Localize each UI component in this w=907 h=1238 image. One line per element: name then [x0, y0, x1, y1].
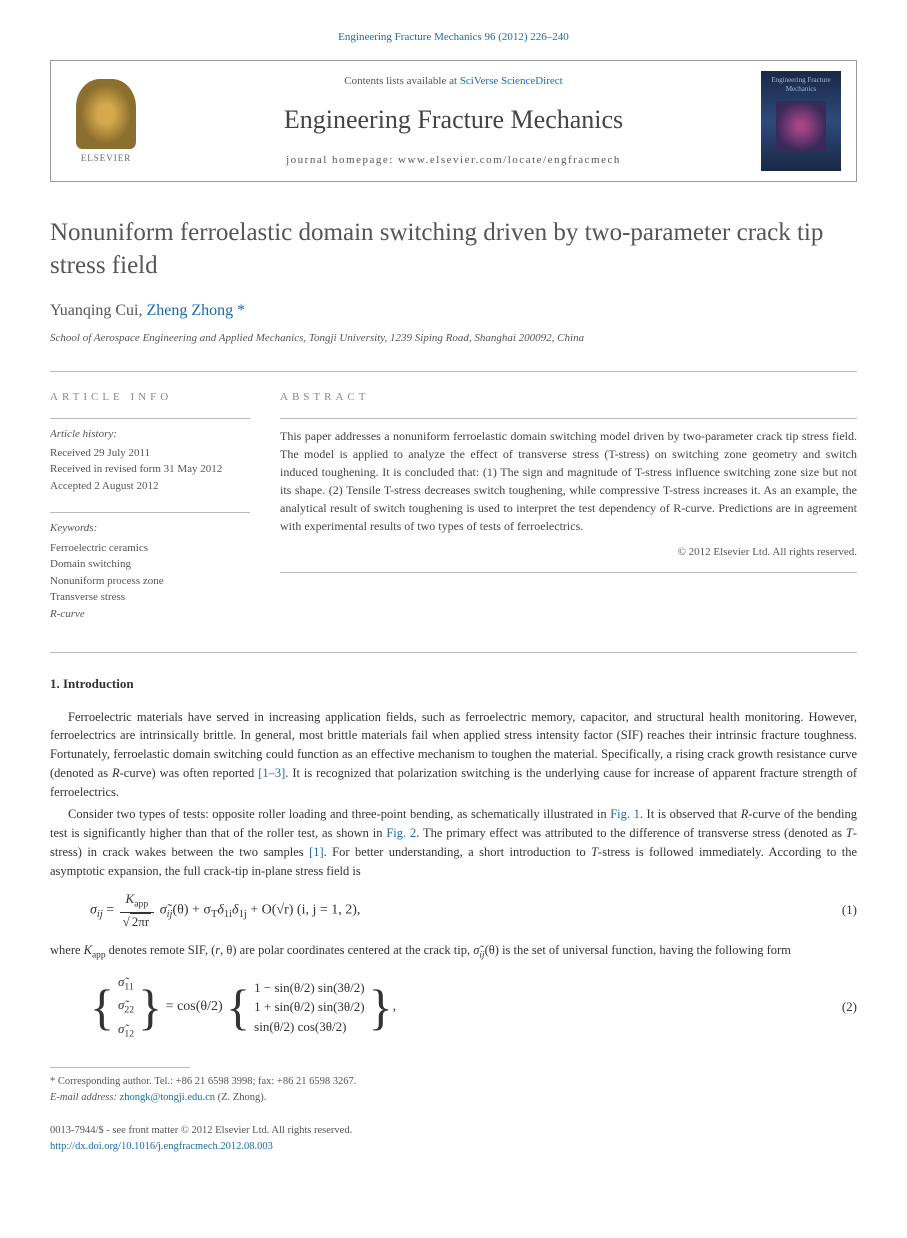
article-info-column: ARTICLE INFO Article history: Received 2…	[50, 390, 250, 622]
cover-image-icon	[776, 101, 826, 151]
affiliation: School of Aerospace Engineering and Appl…	[50, 331, 857, 346]
divider	[50, 512, 250, 513]
abstract-heading: ABSTRACT	[280, 390, 857, 405]
elsevier-tree-icon	[76, 79, 136, 149]
abstract-copyright: © 2012 Elsevier Ltd. All rights reserved…	[280, 545, 857, 560]
corresponding-author-footnote: * Corresponding author. Tel.: +86 21 659…	[50, 1074, 857, 1090]
journal-homepage-line: journal homepage: www.elsevier.com/locat…	[156, 153, 751, 168]
equation-2-body: { σ̃11 σ̃22 σ̃12 } = cos(θ/2) { 1 − sin(…	[90, 972, 822, 1042]
email-footnote: E-mail address: zhongk@tongji.edu.cn (Z.…	[50, 1090, 857, 1106]
elsevier-logo: ELSEVIER	[66, 71, 146, 171]
keyword: Nonuniform process zone	[50, 573, 250, 590]
equation-2: { σ̃11 σ̃22 σ̃12 } = cos(θ/2) { 1 − sin(…	[90, 972, 857, 1042]
corresponding-asterisk: *	[233, 302, 245, 319]
contents-available-line: Contents lists available at SciVerse Sci…	[156, 74, 751, 89]
journal-reference: Engineering Fracture Mechanics 96 (2012)…	[50, 30, 857, 45]
header-center: Contents lists available at SciVerse Sci…	[146, 74, 761, 168]
fig-2-link[interactable]: Fig. 2	[386, 826, 416, 840]
doi-link[interactable]: http://dx.doi.org/10.1016/j.engfracmech.…	[50, 1141, 273, 1152]
authors-line: Yuanqing Cui, Zheng Zhong *	[50, 300, 857, 322]
ref-link-1[interactable]: [1]	[309, 845, 324, 859]
journal-title: Engineering Fracture Mechanics	[156, 102, 751, 138]
keyword: Domain switching	[50, 556, 250, 573]
journal-header-box: ELSEVIER Contents lists available at Sci…	[50, 60, 857, 182]
divider	[50, 418, 250, 419]
equation-1: σij = Kapp√2πr σ̃ij(θ) + σTδ1iδ1j + O(√r…	[90, 890, 857, 930]
intro-para-2: Consider two types of tests: opposite ro…	[50, 805, 857, 880]
section-divider	[50, 652, 857, 653]
intro-para-3: where Kapp denotes remote SIF, (r, θ) ar…	[50, 941, 857, 963]
keywords-label: Keywords:	[50, 521, 250, 536]
elsevier-label: ELSEVIER	[81, 152, 132, 165]
received-date: Received 29 July 2011	[50, 445, 250, 462]
keyword: Ferroelectric ceramics	[50, 540, 250, 557]
accepted-date: Accepted 2 August 2012	[50, 478, 250, 495]
equation-1-number: (1)	[842, 901, 857, 919]
article-info-heading: ARTICLE INFO	[50, 390, 250, 405]
equation-1-body: σij = Kapp√2πr σ̃ij(θ) + σTδ1iδ1j + O(√r…	[90, 890, 822, 930]
abstract-column: ABSTRACT This paper addresses a nonunifo…	[280, 390, 857, 622]
fig-1-link[interactable]: Fig. 1	[610, 807, 640, 821]
sciencedirect-link[interactable]: SciVerse ScienceDirect	[460, 75, 563, 87]
contents-prefix: Contents lists available at	[344, 75, 459, 87]
journal-cover-thumbnail: Engineering Fracture Mechanics	[761, 71, 841, 171]
intro-para-1: Ferroelectric materials have served in i…	[50, 708, 857, 802]
ref-link-1-3[interactable]: [1–3]	[258, 766, 285, 780]
homepage-prefix: journal homepage:	[286, 154, 398, 166]
info-abstract-row: ARTICLE INFO Article history: Received 2…	[50, 371, 857, 622]
article-title: Nonuniform ferroelastic domain switching…	[50, 217, 857, 282]
article-history-label: Article history:	[50, 427, 250, 442]
issn-line: 0013-7944/$ - see front matter © 2012 El…	[50, 1123, 857, 1139]
email-link[interactable]: zhongk@tongji.edu.cn	[120, 1092, 215, 1103]
keyword: Transverse stress	[50, 589, 250, 606]
divider	[280, 418, 857, 419]
homepage-url[interactable]: www.elsevier.com/locate/engfracmech	[398, 154, 621, 166]
section-1-heading: 1. Introduction	[50, 675, 857, 693]
footnote-divider	[50, 1067, 190, 1068]
revised-date: Received in revised form 31 May 2012	[50, 461, 250, 478]
author-2[interactable]: Zheng Zhong	[146, 302, 233, 319]
keyword: R-curve	[50, 606, 250, 623]
author-1: Yuanqing Cui	[50, 302, 138, 319]
equation-2-number: (2)	[842, 998, 857, 1016]
abstract-text: This paper addresses a nonuniform ferroe…	[280, 427, 857, 535]
divider	[280, 572, 857, 573]
bottom-metadata: 0013-7944/$ - see front matter © 2012 El…	[50, 1123, 857, 1155]
cover-title: Engineering Fracture Mechanics	[766, 76, 836, 93]
